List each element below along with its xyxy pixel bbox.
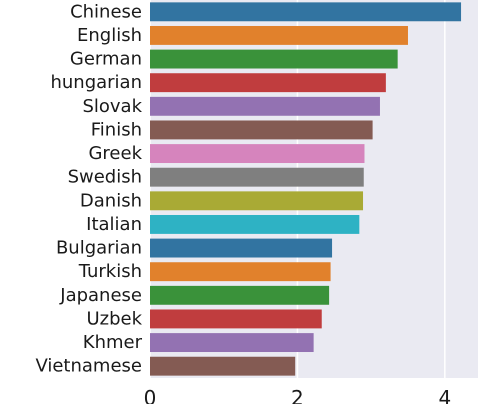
bar-japanese [150, 285, 330, 305]
category-label-vietnamese: Vietnamese [35, 356, 142, 377]
bar-slovak [150, 96, 380, 116]
x-tick-label-4: 4 [438, 386, 451, 404]
bar-greek [150, 144, 365, 164]
bar-danish [150, 191, 364, 211]
bar-german [150, 49, 398, 69]
bar-uzbek [150, 309, 322, 329]
bar-turkish [150, 262, 331, 282]
category-label-slovak: Slovak [82, 96, 142, 117]
category-label-greek: Greek [88, 143, 142, 164]
bar-chinese [150, 2, 462, 22]
category-label-finish: Finish [91, 119, 142, 140]
bar-swedish [150, 167, 364, 187]
x-axis-ticks: 0 2 4 [144, 386, 452, 404]
x-tick-label-2: 2 [291, 386, 304, 404]
bar-vietnamese [150, 356, 296, 376]
bar-hungarian [150, 73, 386, 93]
category-label-english: English [77, 25, 142, 46]
category-label-bulgarian: Bulgarian [56, 238, 142, 259]
bar-english [150, 25, 408, 45]
category-label-turkish: Turkish [78, 261, 142, 282]
category-label-italian: Italian [86, 214, 142, 235]
bar-bulgarian [150, 238, 333, 258]
category-label-german: German [70, 49, 142, 70]
bar-italian [150, 214, 360, 234]
category-label-japanese: Japanese [59, 285, 142, 306]
bar-khmer [150, 333, 314, 353]
category-label-chinese: Chinese [70, 1, 142, 22]
bar-finish [150, 120, 373, 140]
x-tick-label-0: 0 [144, 386, 157, 404]
bars [150, 2, 462, 376]
category-label-swedish: Swedish [68, 167, 142, 188]
category-label-uzbek: Uzbek [86, 308, 142, 329]
category-label-khmer: Khmer [83, 332, 143, 353]
category-label-hungarian: hungarian [50, 72, 142, 93]
category-label-danish: Danish [80, 190, 142, 211]
